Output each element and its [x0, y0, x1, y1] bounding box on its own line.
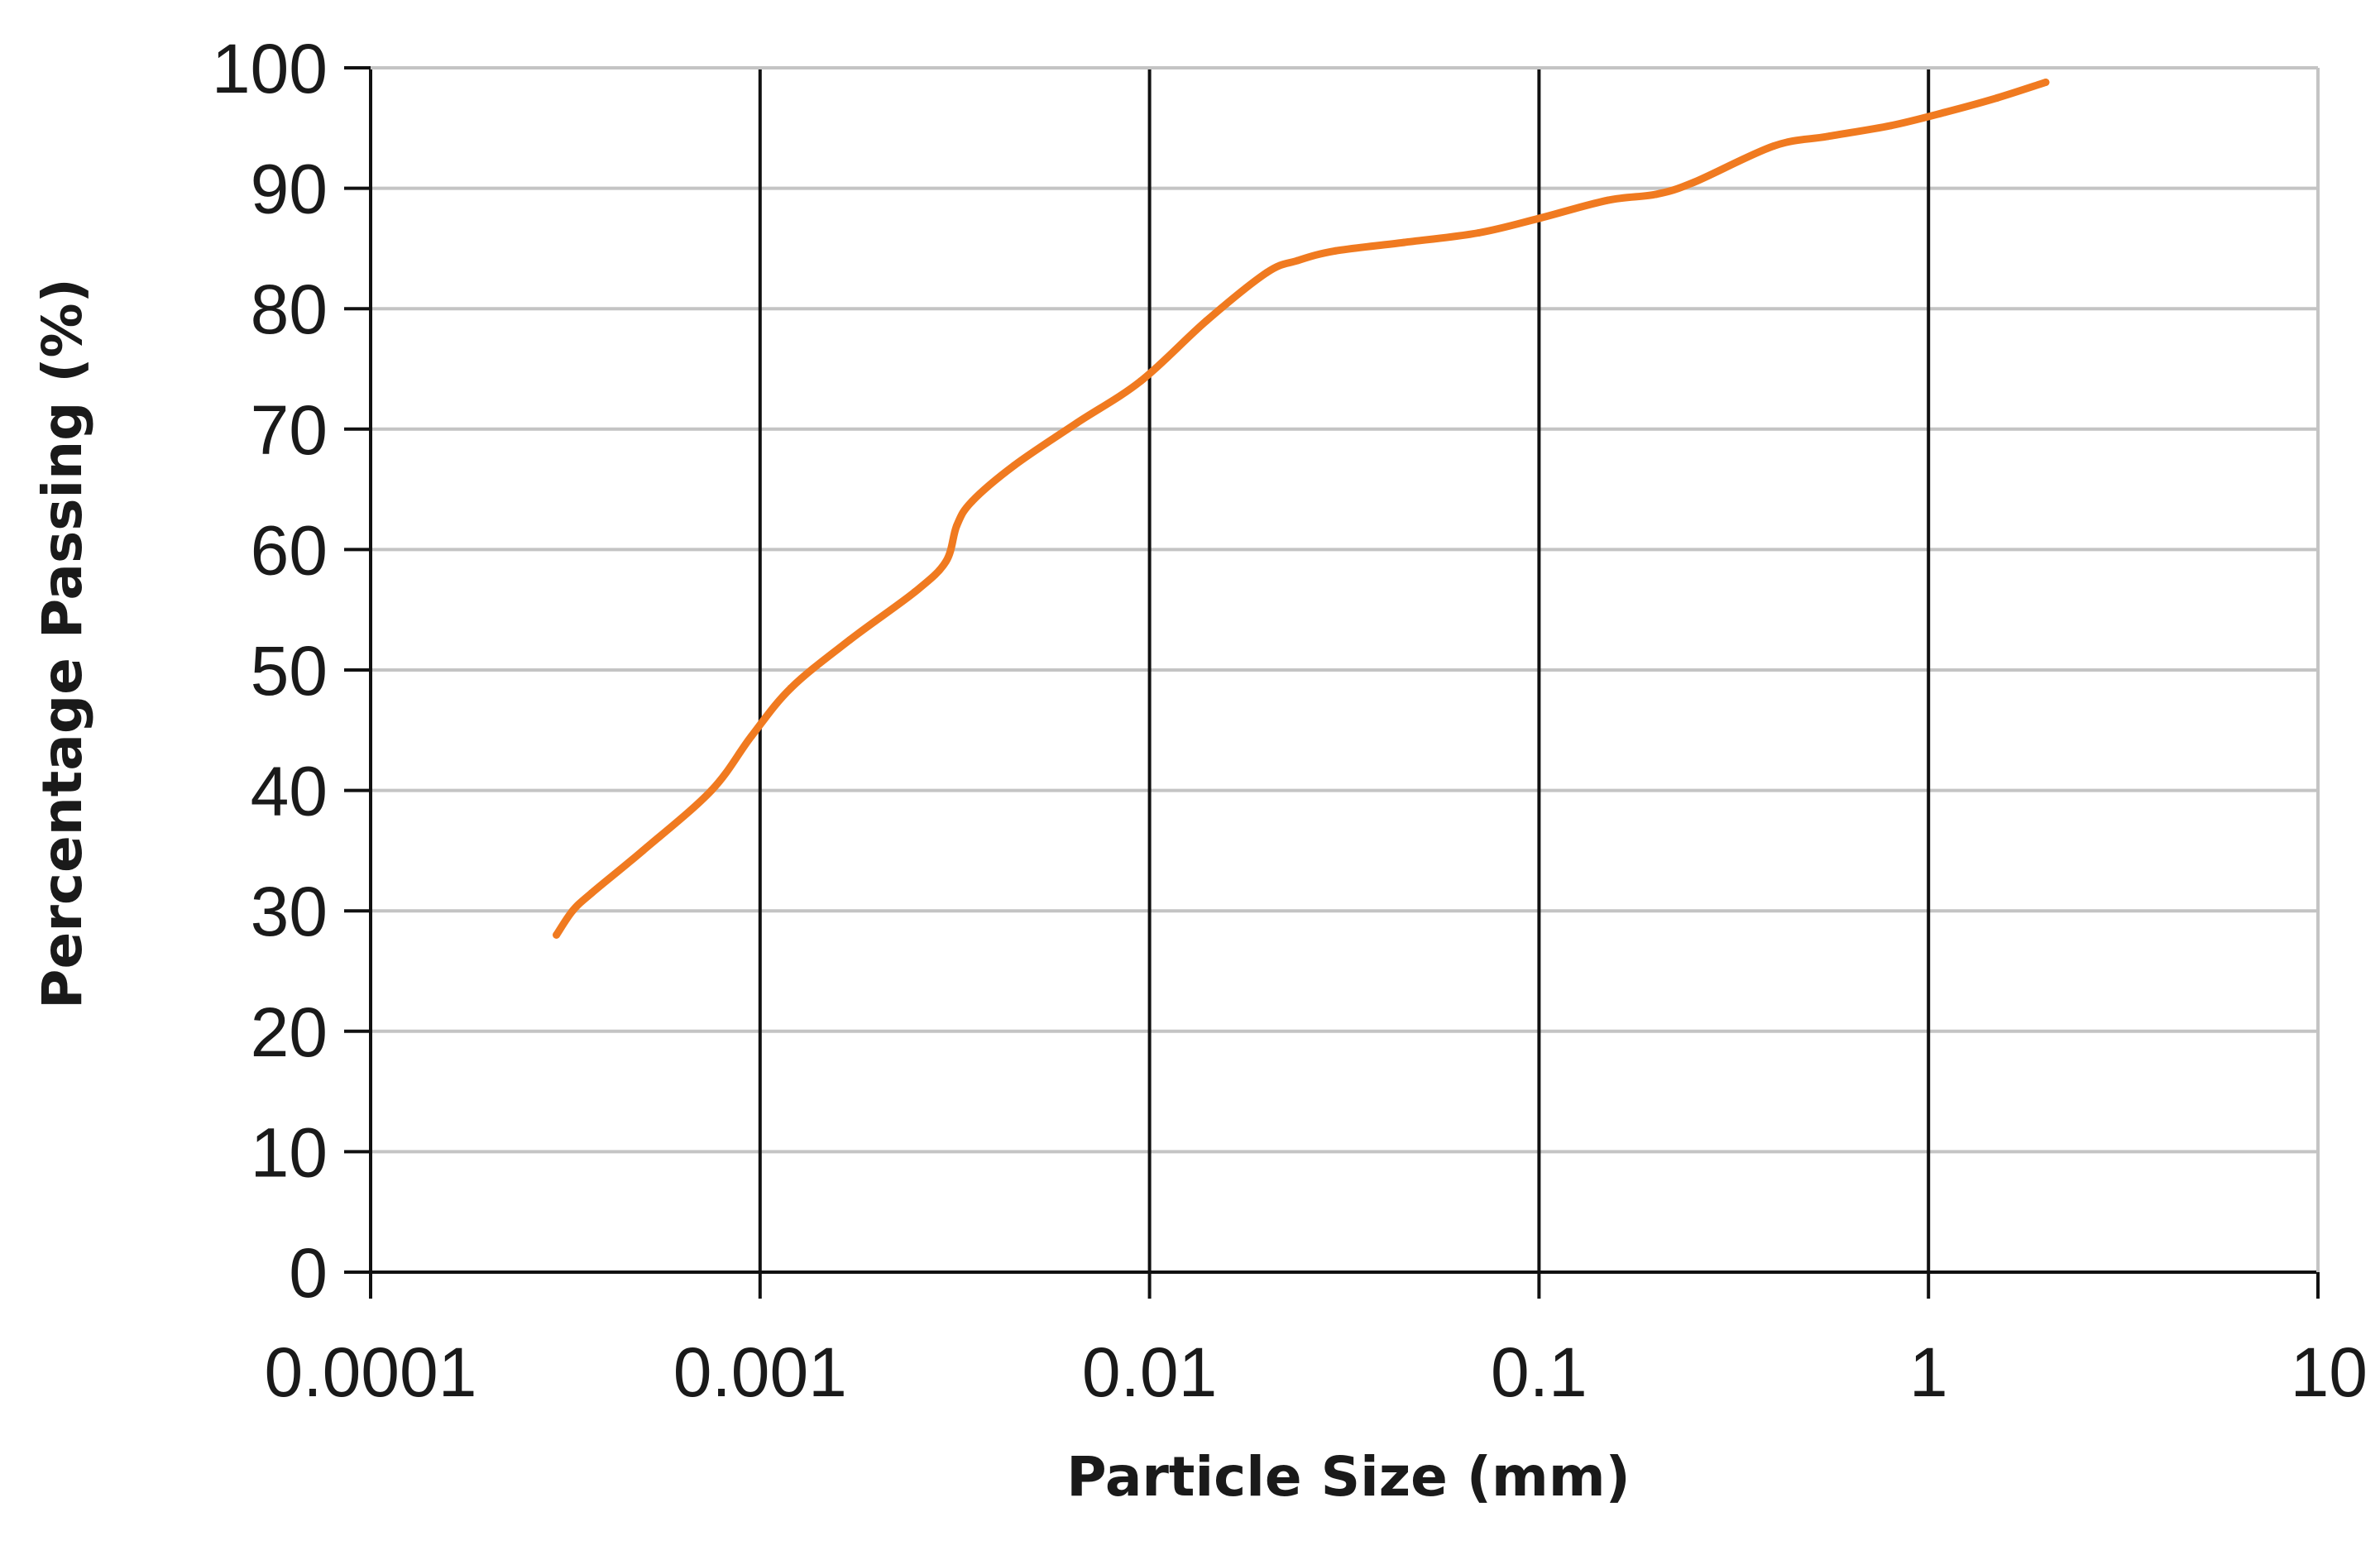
y-tick-label: 70: [251, 391, 328, 469]
data-point: [1535, 214, 1543, 223]
data-point: [747, 732, 755, 740]
data-point: [968, 497, 976, 505]
y-axis-ticks: 0 10 20 30 40 50 60 70 80 90 100: [212, 30, 371, 1312]
data-point: [639, 846, 647, 854]
data-point: [1769, 142, 1778, 151]
data-point: [707, 787, 716, 795]
y-tick-label: 80: [251, 270, 328, 348]
x-tick-label: 10: [2291, 1333, 2368, 1411]
data-point: [1400, 238, 1408, 246]
x-tick-label: 0.01: [1082, 1333, 1218, 1411]
horizontal-grid: [371, 66, 2318, 1154]
data-point: [1073, 419, 1081, 428]
data-point: [787, 684, 795, 692]
y-tick-label: 50: [251, 632, 328, 710]
x-tick-label: 0.0001: [265, 1333, 477, 1411]
data-point: [1331, 246, 1339, 255]
x-tick-label: 0.1: [1491, 1333, 1587, 1411]
x-tick-label: 1: [1909, 1333, 1948, 1411]
data-point: [845, 636, 854, 644]
data-point: [941, 557, 950, 566]
data-point: [1652, 190, 1660, 199]
data-point: [1262, 269, 1271, 277]
series-layer: [553, 78, 2050, 939]
data-point: [1887, 122, 1895, 130]
data-point: [1941, 108, 1949, 117]
data-point: [568, 907, 577, 915]
y-tick-label: 60: [251, 511, 328, 589]
data-point: [1137, 377, 1145, 385]
y-tick-label: 90: [251, 151, 328, 228]
x-axis-title: Particle Size (mm): [1066, 1445, 1631, 1509]
x-axis-ticks: 0.0001 0.001 0.01 0.1 1 10: [265, 1272, 2368, 1411]
y-tick-label: 30: [251, 873, 328, 950]
data-point: [1690, 178, 1698, 186]
series-line: [553, 79, 2050, 939]
x-tick-label: 0.001: [673, 1333, 847, 1411]
data-point: [1202, 317, 1210, 325]
data-point: [1993, 93, 2001, 102]
data-point: [1474, 228, 1482, 237]
y-tick-label: 100: [212, 30, 328, 108]
data-point: [588, 888, 596, 897]
data-point: [953, 521, 961, 529]
data-point: [1603, 196, 1611, 204]
y-tick-label: 10: [251, 1113, 328, 1191]
data-point: [2042, 78, 2050, 86]
y-axis-title: Percentage Passing (%): [31, 278, 94, 1009]
data-point: [1294, 256, 1302, 265]
y-tick-label: 40: [251, 753, 328, 830]
y-tick-label: 0: [289, 1234, 328, 1312]
data-point: [553, 931, 561, 939]
data-point: [1823, 132, 1832, 141]
y-tick-label: 20: [251, 993, 328, 1071]
vertical-grid: [758, 68, 1931, 1272]
data-point: [911, 587, 919, 596]
data-point: [1010, 461, 1018, 469]
